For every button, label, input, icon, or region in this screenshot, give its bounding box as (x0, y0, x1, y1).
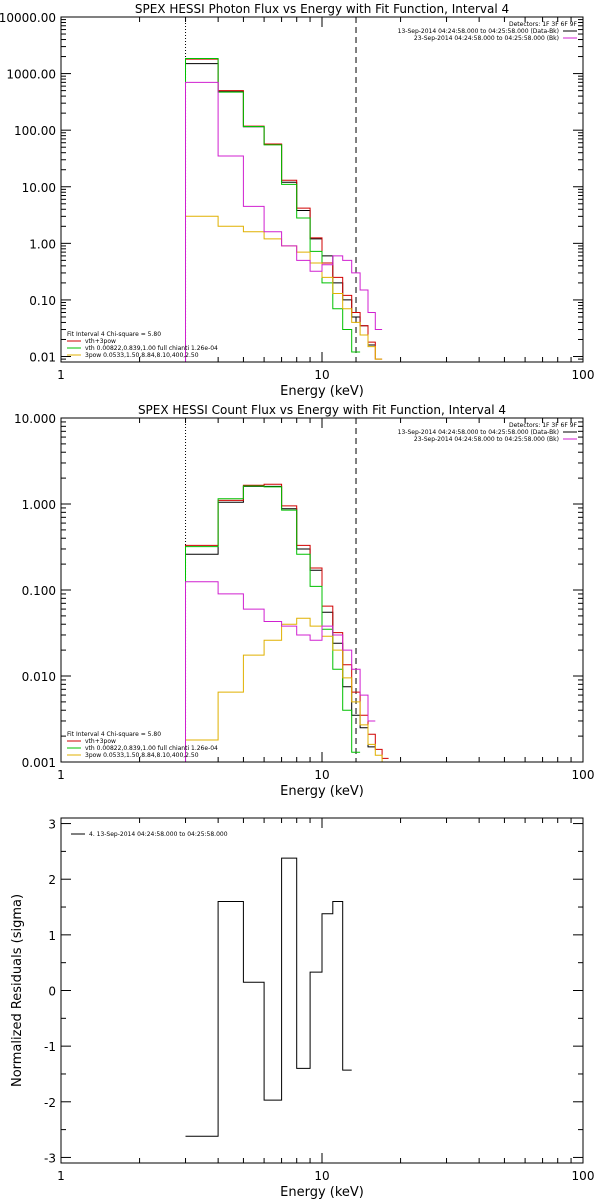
x-axis-title: Energy (keV) (280, 1185, 364, 1200)
series-line-bk (185, 581, 376, 762)
series-line-data-bk (185, 63, 376, 362)
series-line-vth (185, 58, 361, 362)
series-line-residuals (185, 857, 352, 1137)
legend-label: vth 0.00822,0.839,1.00 full chianti 1.26… (85, 345, 218, 352)
legend-label: Detectors: 1F 3F 6F 9F (509, 422, 578, 429)
y-tick-label: -2 (44, 1096, 56, 1110)
legend-label: 13-Sep-2014 04:24:58.000 to 04:25:58.000… (398, 28, 559, 35)
legend-label: 13-Sep-2014 04:24:58.000 to 04:25:58.000… (398, 429, 559, 436)
y-axis-title: Normalized Residuals (sigma) (10, 894, 25, 1087)
legend-bottom-left: Fit Interval 4 Chi-square = 5.80vth+3pow… (67, 331, 218, 359)
series-line-vth-3pow (185, 58, 383, 362)
series-line-bk (185, 81, 383, 362)
legend-label: Detectors: 1F 3F 6F 9F (509, 21, 578, 28)
x-tick-label: 1 (57, 368, 65, 382)
series-line-data-bk (185, 485, 376, 762)
y-tick-label: 1 (48, 929, 56, 943)
plot-frame (60, 417, 584, 763)
y-tick-label: 10000.00 (0, 11, 56, 25)
y-tick-label: 0.10 (29, 294, 56, 308)
y-tick-label: 0.010 (22, 670, 56, 684)
x-tick-label: 1 (57, 768, 65, 782)
legend-label: 4. 13-Sep-2014 04:24:58.000 to 04:25:58.… (89, 831, 228, 838)
y-tick-label: 0.100 (22, 584, 56, 598)
y-tick-label: 0.001 (22, 756, 56, 770)
y-tick-label: 10.000 (14, 412, 56, 426)
y-tick-label: 10.00 (22, 181, 56, 195)
y-tick-label: 1000.00 (6, 68, 56, 82)
x-tick-label: 100 (572, 768, 595, 782)
y-tick-label: 1.00 (29, 237, 56, 251)
chart-panel-2: SPEX HESSI Count Flux vs Energy with Fit… (14, 403, 594, 799)
y-tick-label: 100.00 (14, 124, 56, 138)
x-axis-title: Energy (keV) (280, 384, 364, 399)
legend-label: Fit Interval 4 Chi-square = 5.80 (67, 731, 161, 738)
plot-frame (60, 817, 584, 1164)
x-tick-label: 10 (314, 1169, 329, 1183)
series-line-vth (185, 485, 361, 762)
legend-label: vth+3pow (85, 338, 116, 345)
chart-title: SPEX HESSI Photon Flux vs Energy with Fi… (135, 2, 509, 16)
y-tick-label: 0.01 (29, 351, 56, 365)
x-tick-label: 100 (572, 368, 595, 382)
legend-top-left: 4. 13-Sep-2014 04:24:58.000 to 04:25:58.… (71, 831, 228, 838)
y-tick-label: 2 (48, 873, 56, 887)
y-tick-label: 3 (48, 818, 56, 832)
legend-label: vth+3pow (85, 738, 116, 745)
x-tick-label: 10 (314, 368, 329, 382)
y-tick-label: -1 (44, 1040, 56, 1054)
y-tick-label: -3 (44, 1151, 56, 1165)
legend-label: Fit Interval 4 Chi-square = 5.80 (67, 331, 161, 338)
legend-label: 23-Sep-2014 04:24:58.000 to 04:25:58.000… (414, 35, 559, 42)
legend-label: vth 0.00822,0.839,1.00 full chianti 1.26… (85, 745, 218, 752)
y-tick-label: 0 (48, 985, 56, 999)
legend-label: 3pow 0.0533,1.50,8.84,8.10,400,2.50 (85, 752, 199, 759)
x-axis-title: Energy (keV) (280, 784, 364, 799)
x-tick-label: 10 (314, 768, 329, 782)
legend-bottom-left: Fit Interval 4 Chi-square = 5.80vth+3pow… (67, 731, 218, 759)
y-tick-label: 1.000 (22, 498, 56, 512)
plot-frame (60, 16, 584, 363)
x-tick-label: 100 (572, 1169, 595, 1183)
x-tick-label: 1 (57, 1169, 65, 1183)
chart-title: SPEX HESSI Count Flux vs Energy with Fit… (138, 403, 506, 417)
legend-label: 3pow 0.0533,1.50,8.84,8.10,400,2.50 (85, 352, 199, 359)
chart-panel-1: SPEX HESSI Photon Flux vs Energy with Fi… (0, 2, 594, 399)
series-line-3pow (185, 215, 383, 362)
legend-label: 23-Sep-2014 04:24:58.000 to 04:25:58.000… (414, 436, 559, 443)
